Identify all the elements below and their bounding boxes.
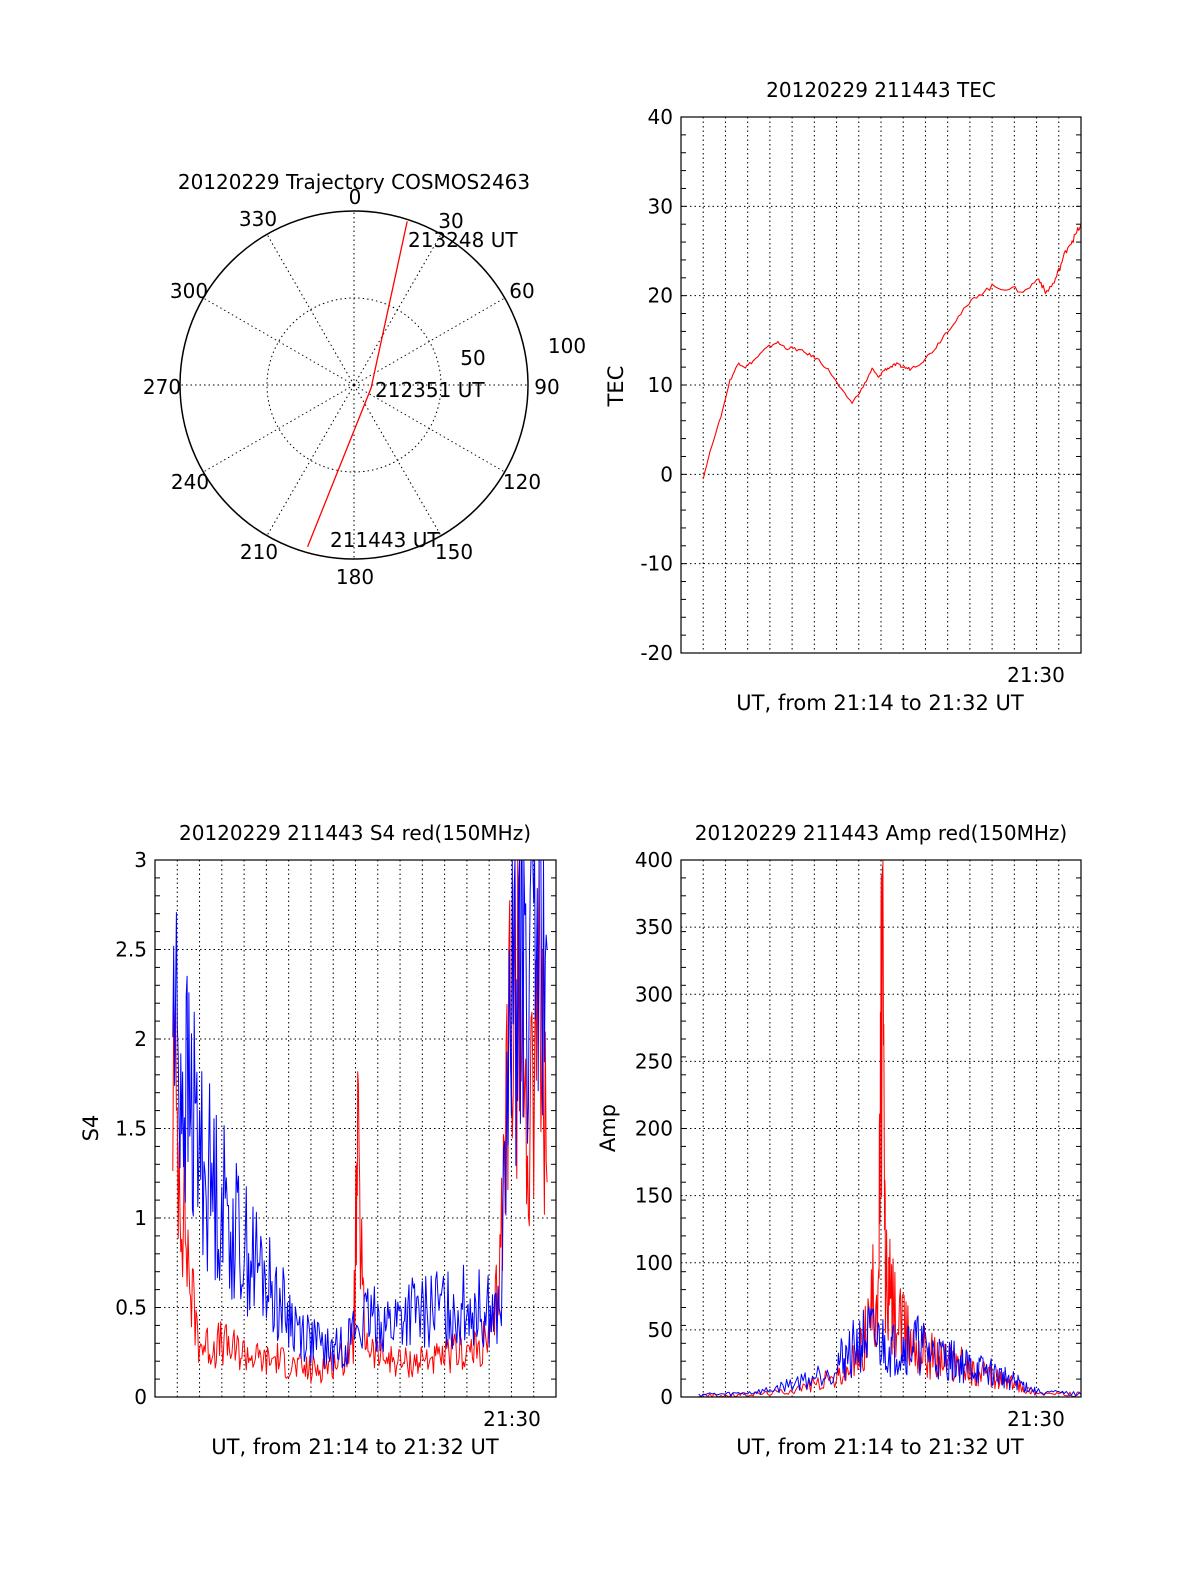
polar-spoke-330 — [266, 234, 355, 386]
polar-spoke-150 — [353, 384, 442, 536]
y-tick-label: 30 — [648, 194, 673, 218]
s4-x-tick-2130: 21:30 — [483, 1407, 541, 1431]
azimuth-label-300: 300 — [170, 279, 208, 303]
tec-grid — [681, 117, 1081, 653]
azimuth-label-120: 120 — [503, 470, 541, 494]
amp-x-label: UT, from 21:14 to 21:32 UT — [736, 1435, 1024, 1459]
amp-title: 20120229 211443 Amp red(150MHz) — [695, 821, 1067, 845]
azimuth-label-150: 150 — [435, 540, 473, 564]
tec-series — [702, 224, 1082, 480]
s4-frame — [154, 859, 557, 1398]
amp-x-tick-2130: 21:30 — [1007, 1407, 1065, 1431]
y-tick-label: -20 — [640, 641, 673, 665]
amp-series — [698, 859, 1082, 1398]
radial-label-100: 100 — [548, 334, 586, 358]
tec-x-label: UT, from 21:14 to 21:32 UT — [736, 691, 1024, 715]
amp-y-ticks: 0 50 100 150 200 250 300 350 400 — [635, 848, 673, 1409]
y-tick-label: 0 — [660, 1385, 673, 1409]
s4-x-label: UT, from 21:14 to 21:32 UT — [211, 1435, 499, 1459]
y-tick-label: 40 — [648, 105, 673, 129]
y-tick-label: 300 — [635, 982, 673, 1006]
azimuth-label-0: 0 — [349, 185, 362, 209]
polar-grid — [179, 210, 529, 560]
trajectory-polar-chart: 20120229 Trajectory COSMOS2463 0 30 60 90 12… — [143, 170, 586, 589]
y-tick-label: 250 — [635, 1049, 673, 1073]
trajectory-time-end: 213248 UT — [408, 228, 518, 252]
y-tick-label: 1 — [134, 1206, 147, 1230]
azimuth-label-270: 270 — [143, 375, 181, 399]
y-tick-label: 350 — [635, 915, 673, 939]
y-tick-label: 20 — [648, 284, 673, 308]
y-tick-label: -10 — [640, 552, 673, 576]
y-tick-label: 50 — [648, 1318, 673, 1342]
y-tick-label: 400 — [635, 848, 673, 872]
s4-title: 20120229 211443 S4 red(150MHz) — [179, 821, 531, 845]
tec-chart: 20120229 211443 TEC -20 -10 0 10 20 30 40 21:3… — [604, 78, 1082, 715]
polar-spoke-300 — [203, 297, 355, 386]
polar-trajectory-series — [306, 221, 408, 547]
tec-title: 20120229 211443 TEC — [766, 78, 996, 102]
azimuth-label-330: 330 — [239, 207, 277, 231]
tec-y-label: TEC — [604, 366, 628, 408]
y-tick-label: 2.5 — [115, 938, 147, 962]
s4-y-label: S4 — [79, 1115, 103, 1142]
y-tick-label: 3 — [134, 848, 147, 872]
y-tick-label: 0 — [660, 462, 673, 486]
azimuth-label-180: 180 — [336, 565, 374, 589]
y-tick-label: 2 — [134, 1027, 147, 1051]
y-tick-label: 0.5 — [115, 1296, 147, 1320]
polar-trajectory-line — [306, 221, 408, 547]
tec-frame — [680, 116, 1082, 654]
y-tick-label: 1.5 — [115, 1117, 147, 1141]
series-line-0 — [702, 224, 1082, 480]
s4-y-ticks: 0 0.5 1 1.5 2 2.5 3 — [115, 848, 147, 1409]
amp-grid — [681, 860, 1081, 1397]
polar-spoke-120 — [353, 384, 505, 473]
polar-azimuth-labels: 0 30 60 90 120 150 180 210 240 270 300 330 — [143, 185, 560, 589]
series-line-1 — [698, 1306, 1082, 1398]
s4-chart: 20120229 211443 S4 red(150MHz) 0 0.5 1 1.5 2… — [79, 821, 557, 1459]
polar-title: 20120229 Trajectory COSMOS2463 — [178, 170, 530, 194]
amp-y-label: Amp — [596, 1104, 620, 1152]
polar-outer-circle — [179, 210, 529, 560]
amp-frame — [680, 859, 1082, 1398]
y-tick-label: 10 — [648, 373, 673, 397]
s4-series — [172, 859, 548, 1384]
tec-y-ticks: -20 -10 0 10 20 30 40 — [640, 105, 673, 665]
azimuth-label-240: 240 — [171, 470, 209, 494]
series-line-0 — [172, 859, 548, 1384]
polar-spoke-210 — [266, 384, 355, 536]
y-tick-label: 100 — [635, 1251, 673, 1275]
amp-chart: 20120229 211443 Amp red(150MHz) 0 50 100 15… — [596, 821, 1082, 1459]
polar-spoke-30 — [353, 234, 442, 386]
y-tick-label: 150 — [635, 1184, 673, 1208]
azimuth-label-60: 60 — [509, 279, 534, 303]
azimuth-label-30: 30 — [438, 209, 463, 233]
tec-x-tick-2130: 21:30 — [1007, 663, 1065, 687]
series-line-1 — [172, 859, 548, 1372]
y-tick-label: 200 — [635, 1117, 673, 1141]
trajectory-time-mid: 212351 UT — [375, 378, 485, 402]
trajectory-time-start: 211443 UT — [330, 528, 440, 552]
polar-spoke-240 — [203, 384, 355, 473]
azimuth-label-90: 90 — [534, 375, 559, 399]
radial-label-50: 50 — [460, 346, 485, 370]
polar-spoke-60 — [353, 297, 505, 386]
s4-grid — [155, 860, 556, 1397]
y-tick-label: 0 — [134, 1385, 147, 1409]
azimuth-label-210: 210 — [240, 540, 278, 564]
